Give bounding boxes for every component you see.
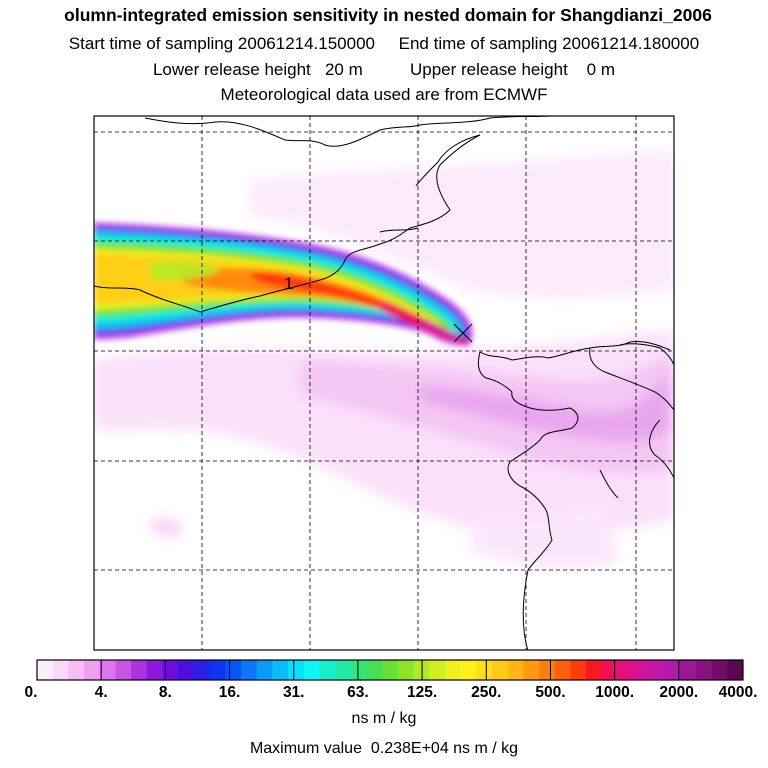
colorbar-tick-label: 31. [282, 684, 305, 701]
meteo-data-line: Meteorological data used are from ECMWF [220, 85, 548, 104]
colorbar-cell [37, 660, 54, 680]
colorbar-units: ns m / kg [351, 710, 417, 727]
colorbar-tick-label: 1000. [595, 684, 635, 701]
colorbar-tick-label: 0. [24, 684, 38, 701]
colorbar-cell [507, 660, 524, 680]
colorbar-cell [397, 660, 415, 680]
colorbar-cell [554, 660, 571, 680]
colorbar-cell [601, 660, 618, 680]
colorbar-cell [68, 660, 85, 680]
colorbar-cell [303, 660, 320, 680]
colorbar-cell [256, 660, 273, 680]
colorbar-cell [617, 660, 634, 680]
contour-label: 1 [284, 274, 293, 293]
sampling-time-line: Start time of sampling 20061214.150000 E… [68, 34, 700, 53]
colorbar-cell [209, 660, 226, 680]
colorbar-cell [429, 660, 446, 680]
colorbar-cell [366, 660, 383, 680]
colorbar-tick-label: 4000. [718, 684, 758, 701]
colorbar-cell [695, 660, 713, 680]
colorbar-cell [240, 660, 258, 680]
colorbar-cell [84, 660, 101, 680]
colorbar-tick-label: 125. [406, 684, 438, 701]
colorbar-cell [382, 660, 399, 680]
colorbar-cell [146, 660, 164, 680]
colorbar-cell [335, 660, 352, 680]
colorbar-cell [586, 660, 603, 680]
map-title: olumn-integrated emission sensitivity in… [64, 5, 712, 25]
colorbar-cell [288, 660, 305, 680]
colorbar-cell [162, 660, 179, 680]
colorbar-cell [319, 660, 336, 680]
colorbar-cell [680, 660, 697, 680]
colorbar-cell [193, 660, 211, 680]
colorbar-cell [99, 660, 116, 680]
emission-field: 1 [94, 116, 674, 650]
colorbar-cell [727, 660, 744, 680]
plume [94, 222, 474, 346]
colorbar-cell [633, 660, 650, 680]
maximum-value-label: Maximum value 0.238E+04 ns m / kg [249, 740, 519, 757]
background-sensitivity [94, 150, 674, 569]
release-height-line: Lower release height 20 m Upper release … [152, 60, 616, 79]
colorbar-dividers [100, 660, 680, 680]
colorbar-tick-label: 4. [94, 684, 108, 701]
colorbar-cell [131, 660, 148, 680]
station-marker [453, 323, 473, 343]
colorbar-cell [115, 660, 132, 680]
colorbar-tick-label: 16. [218, 684, 241, 701]
colorbar-cell [711, 660, 728, 680]
colorbar-cell [648, 660, 666, 680]
colorbar-cell [225, 660, 242, 680]
colorbar-cell [570, 660, 587, 680]
colorbar-tick-label: 8. [158, 684, 172, 701]
colorbar-cell [178, 660, 195, 680]
colorbar-cell [272, 660, 289, 680]
colorbar-cell [539, 660, 556, 680]
colorbar-cell [491, 660, 509, 680]
coastlines [94, 116, 674, 650]
colorbar-tick-label: 63. [347, 684, 369, 701]
colorbar-cell [350, 660, 367, 680]
colorbar-tick-label: 500. [535, 684, 566, 701]
graticule [94, 116, 674, 650]
map-frame [93, 115, 675, 651]
colorbar-cell [664, 660, 681, 680]
colorbar-cell [52, 660, 69, 680]
colorbar-tick-label: 2000. [659, 684, 699, 701]
colorbar-frame [36, 659, 744, 681]
colorbar-cell [444, 660, 462, 680]
colorbar-cells [37, 660, 744, 680]
colorbar-tick-label: 250. [471, 684, 502, 701]
colorbar-cell [460, 660, 477, 680]
colorbar-cell [523, 660, 540, 680]
colorbar-cell [476, 660, 493, 680]
